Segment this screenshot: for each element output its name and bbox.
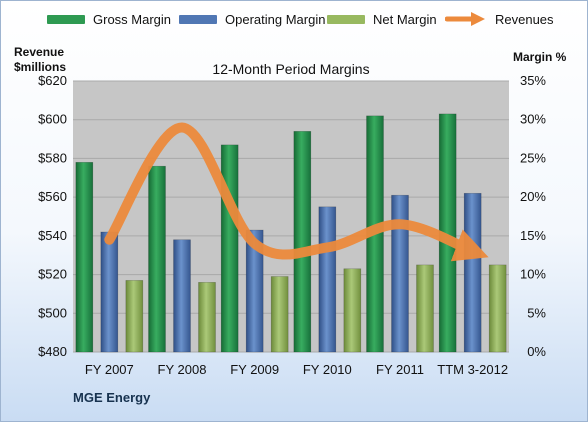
y-right-tick-label: 15% xyxy=(520,228,546,243)
x-tick-label: FY 2010 xyxy=(303,362,352,377)
y-right-tick-label: 5% xyxy=(527,305,546,320)
x-tick-label: FY 2008 xyxy=(158,362,207,377)
y-left-tick-label: $560 xyxy=(38,189,67,204)
legend: Gross Margin Operating Margin Net Margin… xyxy=(1,9,587,31)
y-right-tick-label: 20% xyxy=(520,189,546,204)
y-right-axis-title: Margin % xyxy=(513,50,567,64)
y-left-title-line1: Revenue xyxy=(14,45,65,59)
legend-label-gross-margin: Gross Margin xyxy=(93,11,172,27)
plot-area: $480 0% $500 5% $520 10% $540 15% $560 20% $580 25%… xyxy=(38,61,546,377)
bar-net-margin xyxy=(488,264,507,353)
bar-gross-margin xyxy=(75,162,94,353)
y-left-tick-label: $600 xyxy=(38,112,67,127)
y-left-tick-label: $500 xyxy=(38,305,67,320)
chart-title: 12-Month Period Margins xyxy=(212,61,369,77)
bar-net-margin xyxy=(416,264,434,353)
plot-background xyxy=(73,81,509,352)
company-label: MGE Energy xyxy=(73,390,151,405)
legend-label-revenues: Revenues xyxy=(495,11,554,27)
x-tick-label: FY 2007 xyxy=(85,362,134,377)
legend-item-operating-margin: Operating Margin xyxy=(179,9,325,29)
bar-net-margin xyxy=(198,282,216,353)
legend-item-revenues: Revenues xyxy=(445,9,554,29)
legend-arrow-icon xyxy=(445,12,485,26)
legend-swatch-gross-margin xyxy=(47,14,85,24)
legend-item-net-margin: Net Margin xyxy=(327,9,437,29)
y-right-tick-label: 10% xyxy=(520,267,546,282)
x-tick-label: FY 2009 xyxy=(230,362,279,377)
y-left-title-line2: $millions xyxy=(14,60,67,74)
revenues-line xyxy=(104,122,489,262)
bar-net-margin xyxy=(125,280,144,353)
bar-net-margin xyxy=(270,276,289,353)
x-tick-label: FY 2011 xyxy=(376,362,424,377)
bar-operating-margin xyxy=(173,239,191,353)
bar-operating-margin xyxy=(318,206,337,353)
y-left-tick-label: $620 xyxy=(38,73,67,88)
y-right-tick-label: 35% xyxy=(520,73,546,88)
legend-label-operating-margin: Operating Margin xyxy=(225,11,326,27)
legend-swatch-net-margin xyxy=(327,14,365,24)
bar-gross-margin xyxy=(220,144,239,353)
bar-gross-margin xyxy=(148,165,166,353)
y-left-tick-label: $520 xyxy=(38,267,67,282)
y-left-axis-title: Revenue $millions xyxy=(14,45,66,75)
bar-operating-margin xyxy=(463,192,482,353)
y-right-tick-label: 0% xyxy=(527,344,546,359)
bar-operating-margin xyxy=(391,194,409,353)
legend-label-net-margin: Net Margin xyxy=(373,11,437,27)
bar-net-margin xyxy=(343,268,362,353)
y-left-tick-label: $480 xyxy=(38,344,67,359)
x-tick-label: TTM 3-2012 xyxy=(437,362,508,377)
y-right-tick-label: 30% xyxy=(520,112,546,127)
legend-swatch-operating-margin xyxy=(179,14,217,24)
y-right-tick-label: 25% xyxy=(520,150,546,165)
bar-operating-margin xyxy=(100,231,119,353)
y-left-tick-label: $540 xyxy=(38,228,67,243)
bar-operating-margin xyxy=(245,229,264,353)
y-left-tick-label: $580 xyxy=(38,150,67,165)
bar-gross-margin xyxy=(293,131,312,353)
legend-item-gross-margin: Gross Margin xyxy=(47,9,171,29)
